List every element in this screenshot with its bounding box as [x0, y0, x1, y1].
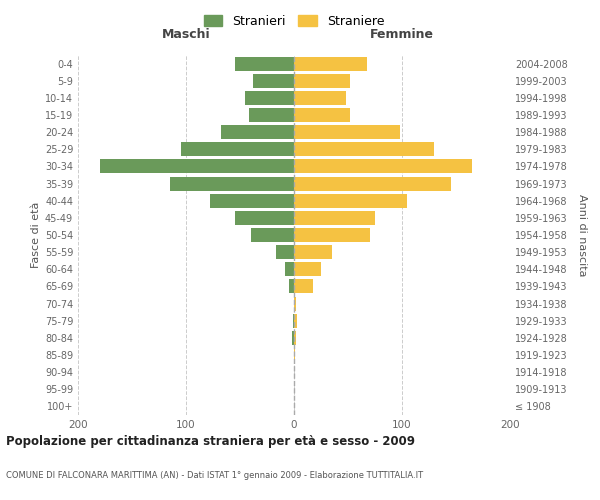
Text: Maschi: Maschi [161, 28, 211, 42]
Bar [294, 74, 350, 88]
Bar [294, 296, 296, 310]
Bar [275, 245, 294, 259]
Text: COMUNE DI FALCONARA MARITTIMA (AN) - Dati ISTAT 1° gennaio 2009 - Elaborazione T: COMUNE DI FALCONARA MARITTIMA (AN) - Dat… [6, 471, 423, 480]
Bar [294, 125, 400, 139]
Bar [294, 108, 350, 122]
Bar [294, 160, 472, 173]
Bar [294, 91, 346, 105]
Bar [253, 74, 294, 88]
Bar [294, 348, 295, 362]
Bar [235, 56, 294, 70]
Y-axis label: Anni di nascita: Anni di nascita [577, 194, 587, 276]
Bar [292, 331, 294, 345]
Bar [293, 314, 294, 328]
Bar [181, 142, 294, 156]
Bar [294, 280, 313, 293]
Text: Popolazione per cittadinanza straniera per età e sesso - 2009: Popolazione per cittadinanza straniera p… [6, 434, 415, 448]
Bar [294, 262, 321, 276]
Bar [100, 160, 294, 173]
Bar [286, 262, 294, 276]
Bar [294, 142, 434, 156]
Legend: Stranieri, Straniere: Stranieri, Straniere [200, 11, 388, 32]
Bar [251, 228, 294, 242]
Bar [245, 91, 294, 105]
Bar [210, 194, 294, 207]
Bar [289, 280, 294, 293]
Text: Femmine: Femmine [370, 28, 434, 42]
Bar [294, 245, 332, 259]
Bar [294, 331, 296, 345]
Y-axis label: Fasce di età: Fasce di età [31, 202, 41, 268]
Bar [235, 211, 294, 225]
Bar [170, 176, 294, 190]
Bar [294, 314, 297, 328]
Bar [294, 211, 375, 225]
Bar [248, 108, 294, 122]
Bar [294, 194, 407, 207]
Bar [294, 228, 370, 242]
Bar [221, 125, 294, 139]
Bar [294, 56, 367, 70]
Bar [294, 176, 451, 190]
